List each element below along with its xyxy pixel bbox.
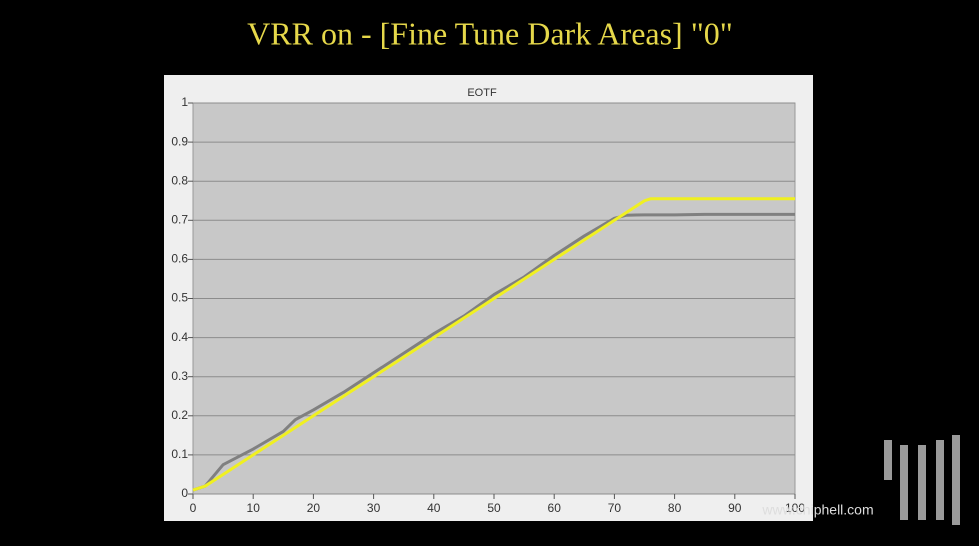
logo-stroke (952, 435, 960, 525)
plot-title: EOTF (467, 87, 497, 99)
watermark: www.chiphell.com (761, 502, 873, 518)
x-tick-label: 90 (728, 501, 742, 515)
series-line (192, 212, 795, 492)
y-tick-label: 0.8 (171, 173, 188, 187)
x-tick-label: 70 (608, 501, 622, 515)
x-tick-label: 80 (668, 501, 682, 515)
x-tick-label: 10 (247, 501, 261, 515)
logo-stroke (918, 445, 926, 520)
y-tick-label: 0.7 (171, 212, 188, 226)
plot-layer: 00.10.20.30.40.50.60.70.80.910 10 20 30 40 50… (171, 95, 805, 515)
series-line (192, 197, 795, 492)
y-tick-label: 0.2 (171, 408, 188, 422)
x-tick-label: 40 (427, 501, 441, 515)
x-tick-label: 100 (785, 501, 805, 515)
chart-title: VRR on - [Fine Tune Dark Areas] "0" (247, 15, 733, 51)
x-tick-label: 0 (190, 501, 197, 515)
logo-stroke (900, 445, 908, 520)
y-tick-label: 0.9 (171, 134, 188, 148)
x-tick-label: 50 (487, 501, 501, 515)
x-tick-label: 30 (367, 501, 381, 515)
y-tick-label: 0.1 (171, 447, 188, 461)
x-tick-label: 20 (307, 501, 321, 515)
y-tick-label: 1 (181, 95, 188, 109)
y-tick-label: 0.5 (171, 291, 188, 305)
y-tick-label: 0.3 (171, 369, 188, 383)
x-tick-label: 60 (548, 501, 562, 515)
y-tick-label: 0.4 (171, 330, 188, 344)
y-tick-label: 0 (181, 486, 188, 500)
logo-stroke (936, 440, 944, 520)
logo-stroke (884, 440, 892, 480)
logo (884, 435, 960, 525)
y-tick-label: 0.6 (171, 252, 188, 266)
